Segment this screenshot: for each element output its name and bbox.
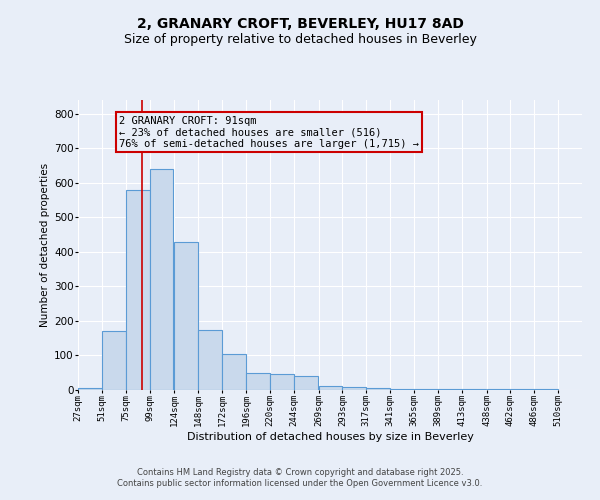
Bar [78,388,102,390]
Bar [102,332,126,390]
Bar [366,388,390,390]
Text: 2 GRANARY CROFT: 91sqm
← 23% of detached houses are smaller (516)
76% of semi-de: 2 GRANARY CROFT: 91sqm ← 23% of detached… [119,116,419,148]
Bar [343,386,366,390]
Bar [294,376,317,390]
Y-axis label: Number of detached properties: Number of detached properties [40,163,50,327]
Bar [319,386,343,390]
Bar [270,374,294,390]
Text: Contains HM Land Registry data © Crown copyright and database right 2025.
Contai: Contains HM Land Registry data © Crown c… [118,468,482,487]
Text: Size of property relative to detached houses in Beverley: Size of property relative to detached ho… [124,32,476,46]
X-axis label: Distribution of detached houses by size in Beverley: Distribution of detached houses by size … [187,432,473,442]
Bar [222,354,246,390]
Bar [175,242,198,390]
Bar [149,169,173,390]
Text: 2, GRANARY CROFT, BEVERLEY, HU17 8AD: 2, GRANARY CROFT, BEVERLEY, HU17 8AD [137,18,463,32]
Bar [246,372,270,390]
Bar [126,190,149,390]
Bar [198,330,222,390]
